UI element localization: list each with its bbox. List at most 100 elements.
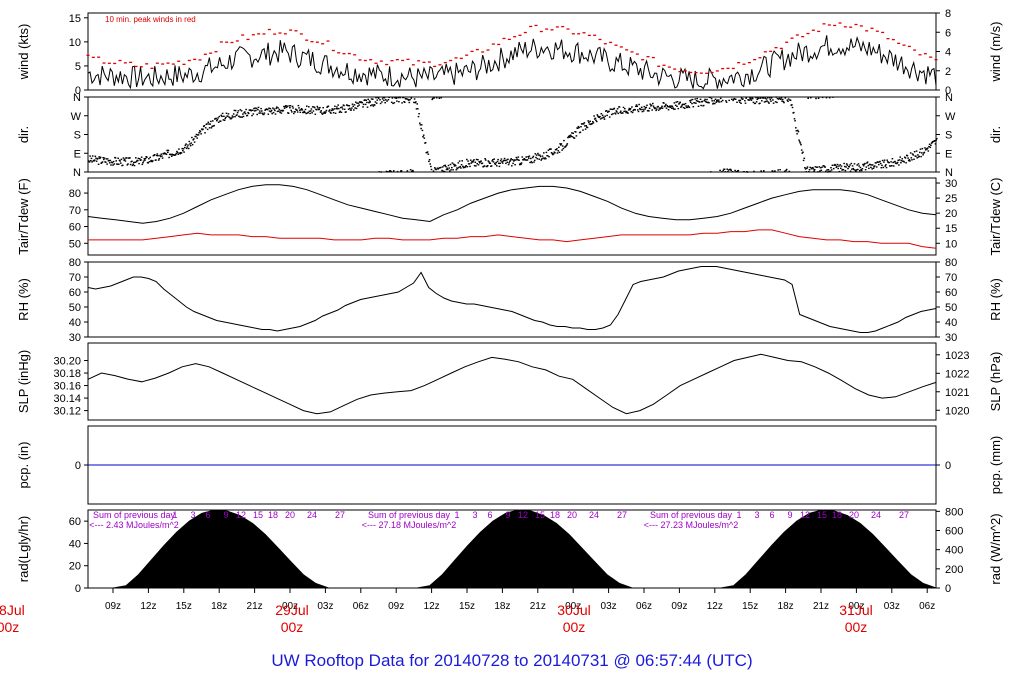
direction-point — [141, 163, 144, 166]
direction-point — [779, 169, 781, 171]
direction-point — [845, 163, 848, 165]
direction-point — [871, 168, 873, 170]
direction-point — [499, 162, 501, 164]
direction-point — [797, 129, 799, 132]
direction-point — [587, 120, 589, 122]
direction-point — [784, 97, 787, 99]
direction-point — [185, 143, 187, 145]
sea-level-pressure-line — [87, 353, 937, 415]
direction-point — [332, 112, 335, 114]
direction-point — [290, 109, 292, 112]
direction-point — [321, 113, 324, 115]
direction-point — [268, 107, 270, 109]
direction-point — [417, 115, 420, 118]
direction-point — [241, 116, 243, 118]
direction-point — [387, 99, 390, 101]
direction-point — [588, 121, 590, 124]
direction-point — [679, 101, 681, 103]
direction-point — [787, 100, 789, 102]
direction-point — [466, 158, 468, 161]
daily-sum-label: Sum of previous day — [93, 510, 176, 520]
direction-point — [389, 170, 392, 172]
direction-point — [354, 107, 356, 109]
direction-point — [813, 170, 815, 172]
direction-point — [793, 118, 796, 120]
direction-point — [133, 161, 135, 164]
direction-point — [738, 101, 741, 103]
direction-point — [124, 160, 127, 162]
direction-point — [176, 150, 178, 153]
direction-point — [874, 165, 876, 167]
wind-right-tick-label: 6 — [945, 27, 951, 39]
direction-point — [446, 167, 448, 169]
direction-point — [857, 168, 859, 171]
direction-point — [518, 163, 521, 166]
direction-point — [430, 165, 432, 168]
direction-point — [174, 154, 177, 156]
direction-point — [545, 151, 548, 154]
direction-point — [299, 111, 302, 113]
direction-point — [935, 139, 937, 141]
direction-point — [370, 98, 373, 100]
direction-point — [311, 112, 313, 114]
direction-point — [448, 167, 450, 169]
direction-point — [343, 104, 345, 107]
direction-point — [930, 144, 932, 146]
direction-point — [332, 109, 334, 111]
wind-left-tick-label: 15 — [69, 13, 81, 25]
direction-point — [665, 103, 667, 106]
direction-point — [649, 103, 651, 105]
direction-point — [95, 160, 98, 162]
direction-point — [800, 149, 803, 151]
rh-right-tick-label: 50 — [945, 302, 957, 314]
direction-point — [737, 169, 740, 172]
direction-point — [650, 104, 653, 106]
direction-point — [458, 160, 461, 162]
direction-point — [921, 152, 923, 154]
direction-point — [852, 167, 854, 170]
direction-point — [832, 96, 834, 98]
direction-point — [407, 99, 410, 101]
direction-point — [120, 158, 123, 161]
direction-point — [192, 139, 194, 141]
direction-point — [278, 108, 281, 111]
direction-point — [744, 102, 747, 104]
direction-point — [168, 156, 170, 159]
dir-left-tick-label: S — [74, 130, 81, 142]
direction-point — [674, 108, 676, 110]
direction-point — [443, 165, 445, 167]
direction-point — [391, 97, 394, 99]
direction-point — [904, 157, 907, 159]
direction-point — [270, 109, 273, 112]
direction-point — [259, 112, 262, 114]
direction-point — [851, 168, 853, 170]
direction-point — [629, 108, 632, 110]
daily-sum-label: Sum of previous day — [368, 510, 451, 520]
direction-point — [584, 128, 587, 130]
direction-point — [800, 144, 802, 146]
direction-point — [477, 164, 480, 166]
slp-left-tick-label: 30.18 — [53, 368, 81, 380]
direction-point — [324, 112, 326, 114]
direction-point — [601, 117, 603, 119]
hour-tick-label: 24 — [871, 510, 881, 520]
direction-point — [147, 162, 149, 164]
direction-point — [442, 170, 445, 172]
direction-point — [498, 165, 501, 168]
direction-point — [244, 112, 247, 115]
direction-point — [330, 112, 332, 114]
direction-point — [427, 153, 430, 155]
direction-point — [323, 111, 326, 113]
direction-point — [313, 106, 316, 109]
direction-point — [272, 111, 275, 114]
direction-point — [731, 171, 734, 173]
direction-point — [322, 107, 324, 109]
direction-point — [624, 110, 627, 112]
relative-humidity-line — [87, 266, 937, 333]
direction-point — [877, 163, 880, 166]
direction-point — [552, 153, 555, 155]
direction-point — [543, 152, 545, 154]
direction-point — [395, 97, 398, 99]
direction-point — [515, 156, 518, 159]
direction-point — [298, 109, 301, 111]
